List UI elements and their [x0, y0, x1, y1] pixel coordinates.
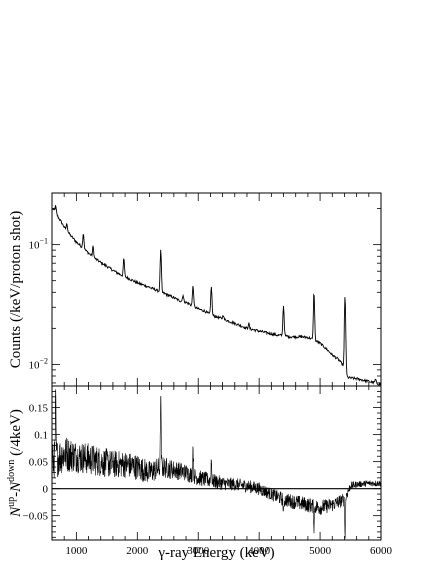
top-y-axis: 10−110−2 [28, 208, 381, 384]
ylabel-dash: -N [8, 481, 24, 497]
bottom-x-axis: 1000 2000 3000 4000 5000 6000 [51, 386, 393, 557]
ylabel-unit: (/4keV) [8, 409, 24, 459]
x-tick-label: 1000 [65, 545, 88, 557]
bottom-difference-line [51, 389, 382, 539]
top-spectrum-trace [51, 205, 382, 386]
x-tick-label: 5000 [309, 545, 332, 557]
top-x-axis [51, 193, 382, 386]
top-y-tick-exp: −2 [39, 356, 48, 365]
bottom-y-tick-label: 0.15 [29, 403, 49, 415]
top-y-tick-label: 10−1 [28, 237, 48, 252]
top-y-axis-label: Counts (/keV/proton shot) [8, 211, 24, 369]
bottom-y-tick-label: −0.05 [23, 511, 49, 523]
x-tick-label: 6000 [370, 545, 393, 557]
bottom-panel: −0.05 0 0.05 0.1 0.15 1000 2000 3000 4000 5000 60… [6, 385, 393, 561]
bottom-y-tick-label: 0.05 [29, 457, 49, 469]
top-y-tick-label: 10−2 [28, 356, 48, 371]
top-plot-frame [51, 192, 382, 387]
x-tick-label: 2000 [126, 545, 149, 557]
top-y-tick-base: 10 [28, 240, 40, 252]
top-panel: 10−110−2 Counts (/keV/proton shot) [8, 192, 382, 387]
top-y-tick-exp: −1 [39, 237, 48, 246]
top-spectrum-line [51, 205, 382, 386]
ylabel-up: up [6, 497, 17, 507]
x-tick-label: 4000 [248, 545, 271, 557]
ylabel-down: down [6, 460, 17, 482]
bottom-y-tick-label: 0 [43, 484, 49, 496]
x-tick-label: 3000 [187, 545, 210, 557]
bottom-plot-frame [51, 385, 382, 541]
x-axis-label: γ-ray Energy (keV) [157, 545, 274, 561]
ylabel-n: N [8, 506, 24, 518]
bottom-difference-trace [51, 389, 382, 539]
top-y-tick-base: 10 [28, 359, 40, 371]
bottom-y-tick-label: 0.1 [34, 430, 48, 442]
bottom-y-axis: −0.05 0 0.05 0.1 0.15 [23, 391, 381, 538]
bottom-y-axis-label: Nup-Ndown (/4keV) [6, 409, 24, 518]
